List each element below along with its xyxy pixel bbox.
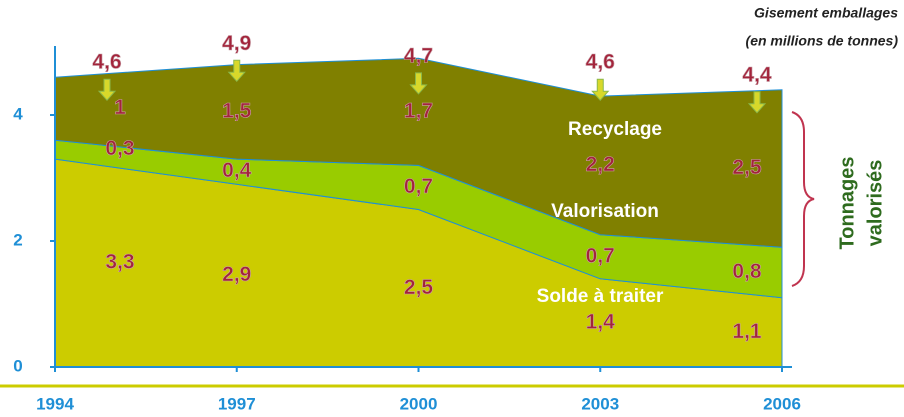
annotation: (en millions de tonnes) xyxy=(746,33,899,49)
annotation: Gisement emballages xyxy=(754,5,898,21)
total-arrow xyxy=(747,91,767,114)
total-arrow xyxy=(591,78,610,101)
total-label: 4,6 xyxy=(92,51,121,74)
data-label: 0,7 xyxy=(404,175,433,198)
x-tick-label: 2003 xyxy=(581,394,619,413)
total-label: 4,9 xyxy=(222,32,251,55)
data-label: 1,5 xyxy=(222,99,252,122)
x-tick-label: 1994 xyxy=(36,394,74,413)
y-tick-label: 4 xyxy=(13,104,23,123)
area xyxy=(54,57,783,248)
side-label: Tonnages xyxy=(836,157,858,250)
data-label: 2,2 xyxy=(586,153,615,176)
total-label: 4,6 xyxy=(586,51,615,74)
total-arrow xyxy=(409,72,428,95)
total-label: 4,7 xyxy=(404,44,433,67)
x-tick-label: 1997 xyxy=(218,394,256,413)
data-label: 1,1 xyxy=(732,320,762,343)
data-label: 0,3 xyxy=(105,137,134,160)
data-label: 0,8 xyxy=(732,260,762,283)
y-tick-label: 2 xyxy=(13,230,22,249)
y-tick-label: 0 xyxy=(13,356,22,375)
brace xyxy=(791,111,815,287)
data-label: 2,5 xyxy=(732,156,762,179)
series-label: Solde à traiter xyxy=(537,286,664,307)
total-arrow xyxy=(97,78,117,101)
series-label: Valorisation xyxy=(551,201,659,222)
total-arrow xyxy=(227,59,246,83)
series-label: Recyclage xyxy=(568,119,662,140)
data-label: 1 xyxy=(114,96,126,119)
data-label: 0,4 xyxy=(222,159,252,182)
data-label: 3,3 xyxy=(105,251,134,274)
x-tick-label: 2000 xyxy=(400,394,438,413)
data-label: 0,7 xyxy=(586,244,615,267)
data-label: 2,5 xyxy=(404,276,434,299)
data-label: 1,7 xyxy=(404,99,433,122)
data-label: 2,9 xyxy=(222,263,251,286)
side-label: valorisés xyxy=(864,160,886,247)
data-label: 1,4 xyxy=(586,310,616,333)
total-label: 4,4 xyxy=(742,63,772,86)
x-tick-label: 2006 xyxy=(763,394,801,413)
